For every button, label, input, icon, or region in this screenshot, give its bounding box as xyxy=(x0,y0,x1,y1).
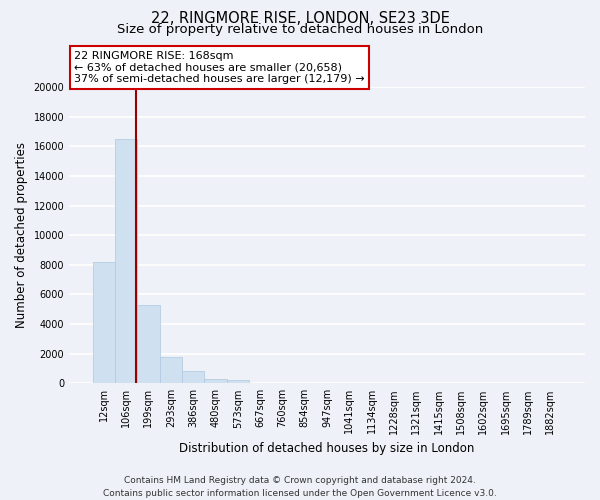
Text: Size of property relative to detached houses in London: Size of property relative to detached ho… xyxy=(117,22,483,36)
X-axis label: Distribution of detached houses by size in London: Distribution of detached houses by size … xyxy=(179,442,475,455)
Bar xyxy=(227,380,249,384)
Y-axis label: Number of detached properties: Number of detached properties xyxy=(15,142,28,328)
Text: 22 RINGMORE RISE: 168sqm
← 63% of detached houses are smaller (20,658)
37% of se: 22 RINGMORE RISE: 168sqm ← 63% of detach… xyxy=(74,51,365,84)
Bar xyxy=(204,379,227,384)
Bar xyxy=(115,139,137,384)
Bar xyxy=(137,305,160,384)
Bar xyxy=(182,372,204,384)
Text: Contains HM Land Registry data © Crown copyright and database right 2024.
Contai: Contains HM Land Registry data © Crown c… xyxy=(103,476,497,498)
Text: 22, RINGMORE RISE, LONDON, SE23 3DE: 22, RINGMORE RISE, LONDON, SE23 3DE xyxy=(151,11,449,26)
Bar xyxy=(160,356,182,384)
Bar xyxy=(92,262,115,384)
